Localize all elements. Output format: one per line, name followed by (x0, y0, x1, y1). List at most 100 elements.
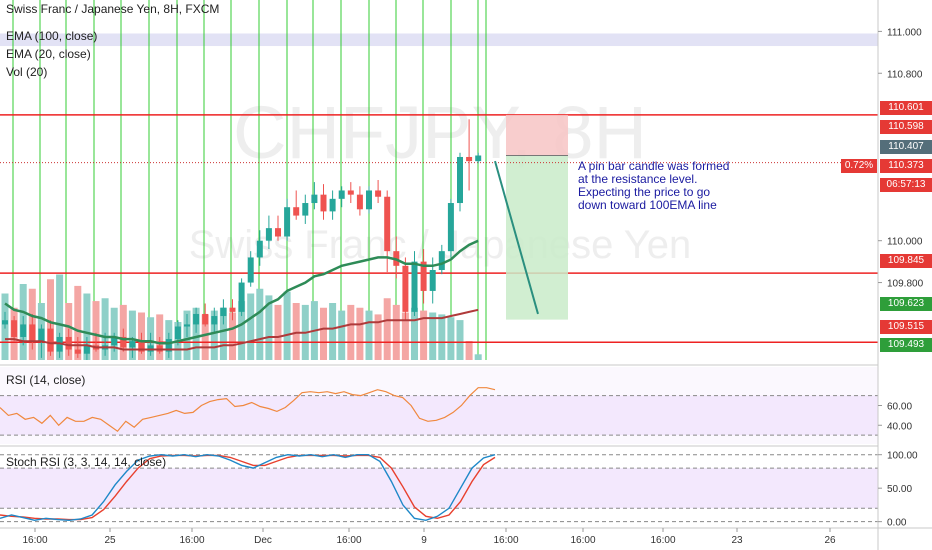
candle (366, 186, 372, 214)
lower-support-tag: 109.515 (880, 320, 932, 334)
candle (347, 182, 354, 204)
volume-bar (447, 317, 455, 360)
candle (229, 299, 236, 321)
volume-bar (347, 304, 355, 360)
position-stop-zone (506, 114, 568, 156)
watermark-symbol: CHFJPY, 8H (233, 91, 647, 174)
rsi-band-fill (0, 395, 878, 436)
volume-bar (383, 298, 391, 360)
candle-body (220, 307, 227, 317)
candle-body (11, 320, 18, 337)
countdown-tag: 06:57:13 (880, 178, 932, 192)
candle (220, 299, 227, 325)
stop-price-tag: 110.598 (880, 120, 932, 134)
candle (457, 152, 463, 212)
candle-body (29, 324, 36, 342)
candle (411, 251, 418, 317)
volume-bar (456, 320, 464, 360)
candle-body (275, 228, 281, 237)
ema20-line (4, 239, 479, 345)
volume-bar (329, 303, 337, 360)
candle (238, 278, 245, 317)
candle-body (320, 194, 327, 212)
candle (147, 332, 154, 356)
candle-body (202, 313, 209, 325)
candle-body (311, 194, 318, 204)
volume-bar (338, 310, 346, 360)
ema100-line (5, 308, 479, 351)
candle-body (475, 155, 482, 162)
volume-bar (283, 291, 291, 360)
stoch-d-line (0, 454, 496, 521)
candle-body (193, 313, 200, 325)
volume-bar (292, 303, 300, 360)
candle-body (129, 341, 136, 348)
candle (356, 186, 363, 216)
candle-body (174, 326, 181, 340)
candle-body (338, 190, 345, 199)
x-tick-label: 16:00 (336, 535, 361, 546)
candle-body (238, 282, 245, 312)
x-tick-label: 16:00 (650, 535, 675, 546)
stoch-k-line (0, 453, 496, 522)
stoch-rsi-title: Stoch RSI (3, 3, 14, 14, close) (6, 455, 167, 469)
candle (293, 190, 300, 220)
volume-bar (374, 314, 382, 360)
candle (184, 313, 190, 337)
candle (420, 249, 427, 304)
candle (447, 198, 454, 258)
trade-annotation[interactable]: A pin bar candle was formed at the resis… (578, 160, 768, 212)
rsi-title: RSI (14, close) (6, 373, 86, 387)
target-price-tag: 109.623 (880, 297, 932, 311)
x-tick-label: Dec (254, 535, 272, 546)
candle-body (256, 240, 263, 258)
volume-bar (56, 274, 64, 360)
candle (202, 303, 209, 327)
candle (275, 215, 281, 241)
x-tick-label: 16:00 (570, 535, 595, 546)
candle-body (366, 190, 372, 210)
candle-body (2, 320, 8, 325)
annotation-line: down toward 100EMA line (578, 198, 717, 212)
position-target-zone (506, 155, 568, 320)
candle-body (329, 198, 336, 212)
candle (156, 336, 163, 354)
candle-body (375, 190, 382, 197)
candle-body (211, 316, 218, 325)
volume-bar (401, 312, 409, 360)
candle-body (147, 345, 154, 352)
support-price-tag: 109.845 (880, 254, 932, 268)
volume-bar (92, 301, 100, 360)
candle-body (302, 203, 309, 216)
candle (311, 182, 318, 210)
volume-bar (256, 288, 264, 360)
candle-body (111, 336, 118, 346)
candle-body (447, 203, 454, 252)
candle-body (356, 194, 363, 210)
volume-bar (392, 304, 400, 360)
ema100-legend: EMA (100, close) (6, 29, 98, 43)
candle-body (38, 328, 45, 342)
y-tick-label: 0.00 (887, 518, 907, 529)
annotation-line: at the resistance level. (578, 172, 698, 186)
candle (320, 184, 327, 220)
candle-body (265, 228, 272, 241)
volume-bar (201, 314, 209, 360)
candle-body (284, 207, 291, 237)
volume-bar (238, 301, 246, 360)
candle-body (20, 324, 27, 337)
volume-bar (128, 310, 136, 360)
volume-bar (101, 298, 109, 360)
candle-body (402, 265, 409, 312)
candle (129, 336, 136, 358)
candle (338, 186, 345, 208)
candle-body (347, 190, 354, 195)
candle-body (293, 207, 300, 216)
y-tick-label: 60.00 (887, 402, 912, 413)
candle (74, 336, 81, 358)
volume-bar (47, 279, 54, 360)
annotation-line: A pin bar candle was formed (578, 159, 730, 173)
supply-zone-band (0, 33, 878, 47)
candle-body (384, 196, 391, 252)
